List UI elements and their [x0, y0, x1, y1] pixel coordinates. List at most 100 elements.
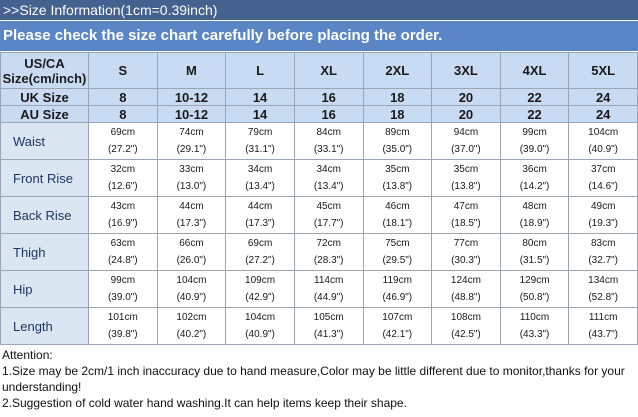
measure-cell: 104cm (40.9") [225, 307, 295, 345]
size-cell: 20 [431, 105, 501, 123]
measure-cell: 110cm (43.3") [499, 307, 570, 345]
cm-value: 69cm [110, 127, 136, 138]
size-header: 3XL [431, 52, 501, 89]
cm-value: 35cm [385, 164, 410, 175]
size-cell: 24 [568, 88, 638, 106]
inch-value: (42.1") [382, 329, 413, 340]
measure-cell: 69cm (27.2") [225, 233, 295, 271]
measure-cell: 79cm (31.1") [225, 122, 295, 160]
measure-cell: 63cm (24.8") [88, 233, 158, 271]
cm-value: 124cm [450, 275, 481, 286]
inch-value: (29.1") [176, 144, 207, 155]
measure-cell: 69cm (27.2") [88, 122, 158, 160]
cm-value: 66cm [179, 238, 204, 249]
cm-value: 33cm [179, 164, 204, 175]
inch-value: (43.7") [588, 329, 619, 340]
measure-cell: 99cm (39.0") [499, 122, 570, 160]
measure-cell: 34cm (13.4") [293, 159, 364, 197]
measure-cell: 108cm (42.5") [431, 307, 501, 345]
inch-value: (26.0") [176, 255, 207, 266]
inch-value: (40.9") [588, 144, 619, 155]
measure-row: Waist 69cm (27.2") 74cm (29.1") 79cm (31.1") 84… [0, 122, 638, 160]
notice: Please check the size chart carefully be… [0, 21, 638, 51]
attention: Attention: 1.Size may be 2cm/1 inch inacc… [0, 345, 638, 411]
inch-value: (30.3") [451, 255, 481, 266]
measure-cell: 36cm (14.2") [499, 159, 570, 197]
inch-value: (16.9") [107, 218, 138, 229]
measure-cell: 43cm (16.9") [88, 196, 158, 234]
inch-value: (27.2") [245, 255, 275, 266]
cm-value: 83cm [590, 238, 616, 249]
measure-cell: 66cm (26.0") [156, 233, 227, 271]
inch-value: (48.8") [451, 292, 481, 303]
inch-value: (13.8") [382, 181, 413, 192]
cm-value: 72cm [316, 238, 341, 249]
inch-value: (40.9") [176, 292, 207, 303]
measure-cell: 111cm (43.7") [568, 307, 638, 345]
inch-value: (39.0") [519, 144, 550, 155]
inch-value: (44.9") [313, 292, 344, 303]
row-label: Hip [0, 270, 89, 308]
measure-cell: 35cm (13.8") [362, 159, 433, 197]
inch-value: (13.4") [313, 181, 344, 192]
inch-value: (52.8") [588, 292, 619, 303]
inch-value: (18.9") [519, 218, 550, 229]
measure-cell: 83cm (32.7") [568, 233, 638, 271]
cm-value: 74cm [179, 127, 204, 138]
cm-value: 36cm [522, 164, 547, 175]
cm-value: 104cm [588, 127, 619, 138]
measure-cell: 49cm (19.3") [568, 196, 638, 234]
cm-value: 49cm [590, 201, 616, 212]
inch-value: (31.1") [245, 144, 275, 155]
measure-cell: 124cm (48.8") [431, 270, 501, 308]
inch-value: (42.9") [245, 292, 275, 303]
measure-cell: 34cm (13.4") [225, 159, 295, 197]
cm-value: 102cm [176, 312, 207, 323]
row-label: Length [0, 307, 89, 345]
cm-value: 119cm [382, 275, 412, 286]
measure-row: Back Rise 43cm (16.9") 44cm (17.3") 44cm (17.3… [0, 196, 638, 234]
cm-value: 84cm [316, 127, 341, 138]
size-cell: 22 [499, 88, 570, 106]
corner-line: Size(cm/inch) [2, 70, 87, 86]
measure-row: Thigh 63cm (24.8") 66cm (26.0") 69cm (27.2") 72… [0, 233, 638, 271]
row-label: Front Rise [0, 159, 89, 197]
size-cell: 20 [431, 88, 501, 106]
measure-cell: 109cm (42.9") [225, 270, 295, 308]
inch-value: (24.8") [107, 255, 138, 266]
cm-value: 34cm [247, 164, 273, 175]
cm-value: 75cm [385, 238, 410, 249]
inch-value: (12.6") [107, 181, 138, 192]
cm-value: 47cm [453, 201, 479, 212]
measure-cell: 48cm (18.9") [499, 196, 570, 234]
size-header: M [156, 52, 227, 89]
cm-value: 89cm [385, 127, 410, 138]
attention-title: Attention: [2, 348, 53, 362]
cm-value: 44cm [247, 201, 273, 212]
measure-cell: 104cm (40.9") [156, 270, 227, 308]
size-cell: 10-12 [156, 88, 227, 106]
measure-cell: 129cm (50.8") [499, 270, 570, 308]
size-header: 5XL [568, 52, 638, 89]
inch-value: (50.8") [519, 292, 550, 303]
inch-value: (13.8") [451, 181, 481, 192]
inch-value: (37.0") [451, 144, 481, 155]
cm-value: 44cm [179, 201, 204, 212]
inch-value: (39.0") [107, 292, 138, 303]
cm-value: 32cm [110, 164, 136, 175]
size-cell: 14 [225, 88, 295, 106]
measure-cell: 46cm (18.1") [362, 196, 433, 234]
size-cell: 18 [362, 105, 433, 123]
inch-value: (14.2") [519, 181, 550, 192]
size-cell: 8 [88, 105, 158, 123]
inch-value: (42.5") [451, 329, 481, 340]
measure-cell: 101cm (39.8") [88, 307, 158, 345]
size-cell: 16 [293, 88, 364, 106]
inch-value: (13.0") [176, 181, 207, 192]
inch-value: (17.3") [245, 218, 275, 229]
cm-value: 79cm [247, 127, 273, 138]
cm-value: 48cm [522, 201, 547, 212]
cm-value: 46cm [385, 201, 410, 212]
cm-value: 104cm [245, 312, 276, 323]
